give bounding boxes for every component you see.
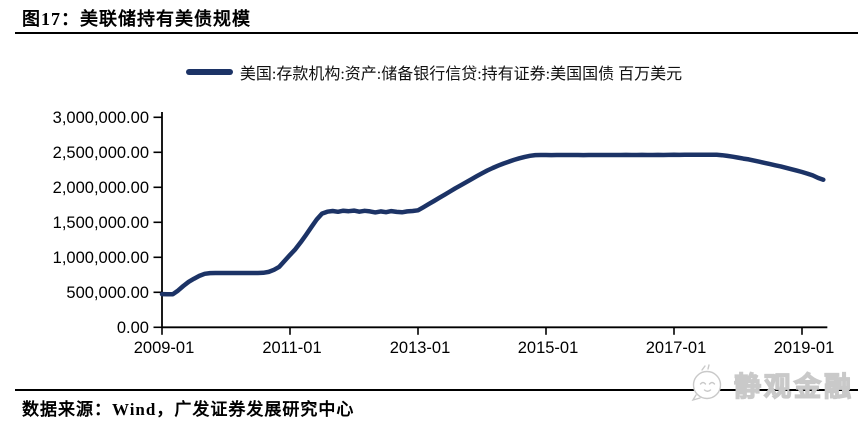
chart-legend: 美国:存款机构:资产:储备银行信贷:持有证券:美国国债 百万美元 xyxy=(0,61,868,83)
data-source: 数据来源：Wind，广发证券发展研究中心 xyxy=(22,400,355,419)
series-line-us-treasury-holdings xyxy=(159,152,826,297)
y-axis-label: 3,000,000.00 xyxy=(53,109,149,127)
y-axis-label: 1,000,000.00 xyxy=(53,249,149,267)
x-axis-label: 2017-01 xyxy=(646,339,707,357)
y-axis-label: 500,000.00 xyxy=(66,284,149,302)
x-axis-label: 2013-01 xyxy=(390,339,451,357)
legend-label: 美国:存款机构:资产:储备银行信贷:持有证券:美国国债 百万美元 xyxy=(239,66,683,83)
footer-divider xyxy=(15,389,858,391)
y-axis-label: 0.00 xyxy=(117,319,149,337)
legend-line-icon xyxy=(185,69,233,75)
x-axis-label: 2009-01 xyxy=(134,339,195,357)
x-axis-label: 2019-01 xyxy=(774,339,835,357)
y-axis-label: 2,000,000.00 xyxy=(53,179,149,197)
brand-logo-icon xyxy=(691,364,722,402)
y-axis-label: 2,500,000.00 xyxy=(53,144,149,162)
y-axis-label: 1,500,000.00 xyxy=(53,214,149,232)
x-axis-label: 2011-01 xyxy=(262,339,321,357)
x-axis-label: 2015-01 xyxy=(518,339,579,357)
brand-watermark-text: 静观金融 xyxy=(733,371,854,402)
title-divider xyxy=(15,32,858,34)
figure-title: 图17：美联储持有美债规模 xyxy=(22,9,251,29)
brand-watermark: 静观金融 xyxy=(688,364,854,404)
